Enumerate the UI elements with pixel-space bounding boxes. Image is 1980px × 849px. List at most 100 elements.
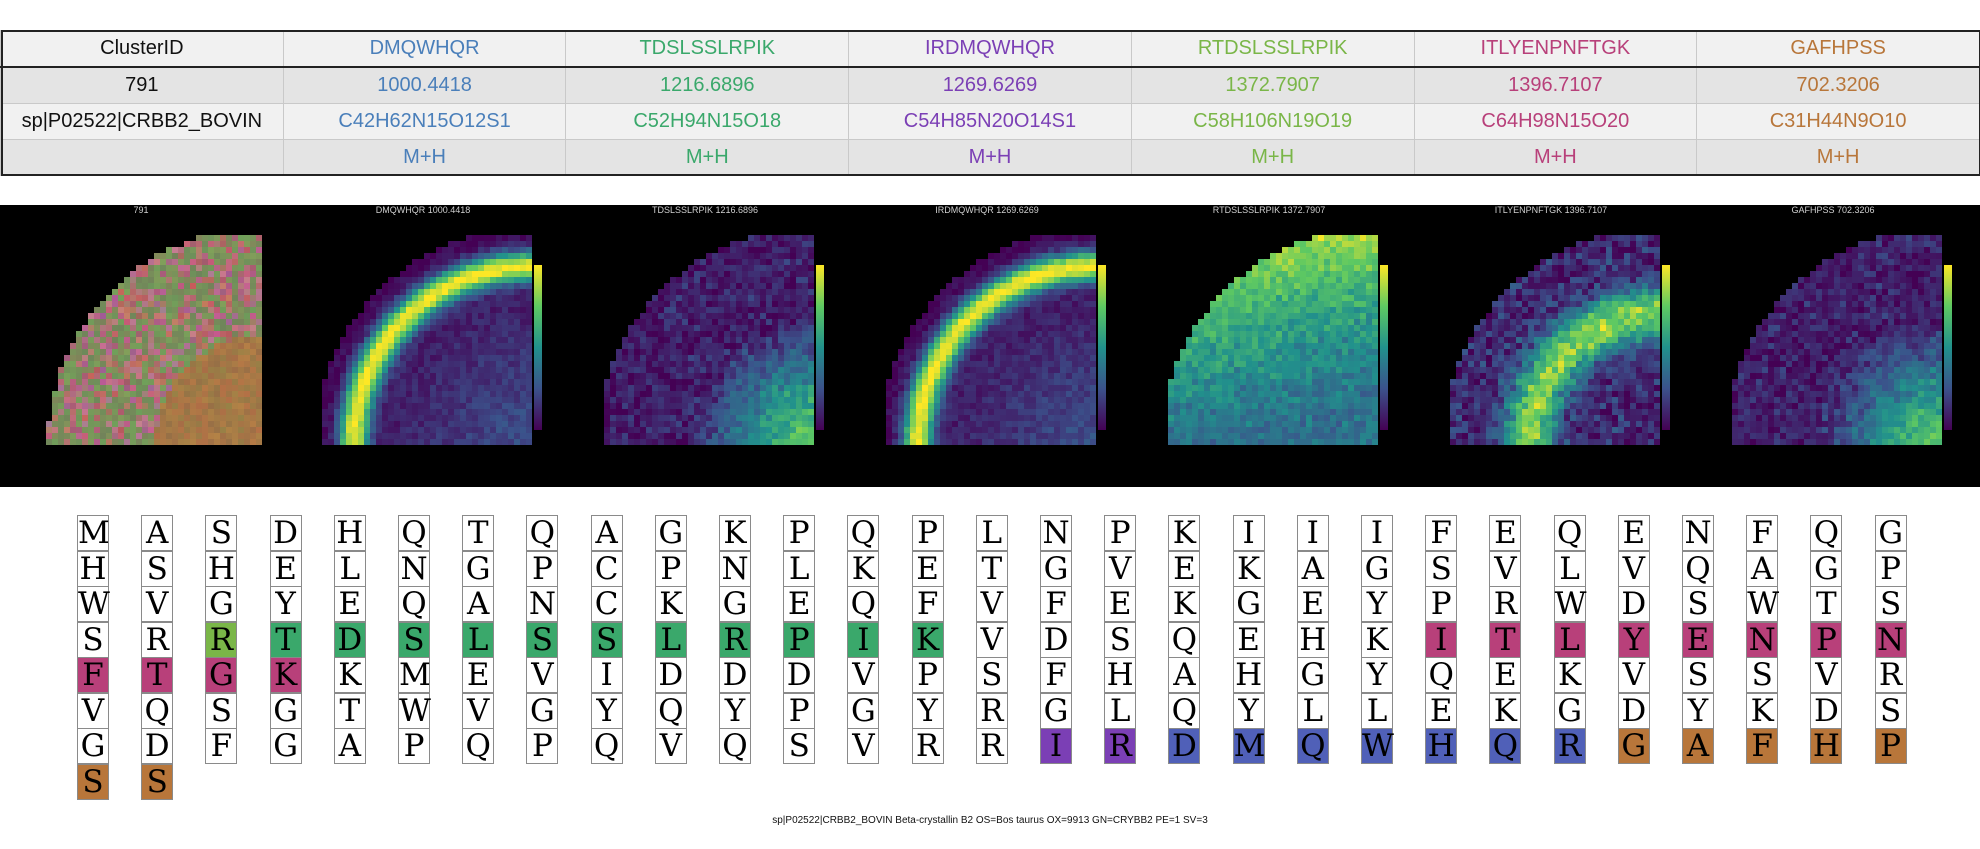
peptide-cell: M+H: [1413, 139, 1698, 176]
residue-box: Q: [1682, 550, 1714, 587]
ion-image: [886, 235, 1106, 445]
peptide-cell: C54H85N20O14S1: [848, 103, 1132, 140]
panel-title: IRDMQWHQR 1269.6269: [935, 205, 1039, 215]
residue-box: W: [1361, 728, 1394, 764]
residue-box: I: [590, 657, 623, 693]
residue-box: Q: [1553, 515, 1586, 551]
residue-box: V: [654, 728, 687, 764]
residue-box: C: [590, 550, 623, 587]
residue-box: F: [1746, 728, 1779, 764]
peptide-cell: 1372.7907: [1130, 66, 1415, 104]
residue-box: Q: [847, 515, 880, 551]
residue-box: Q: [654, 692, 687, 729]
residue-box: V: [141, 586, 174, 622]
residue-box: K: [269, 657, 302, 693]
residue-box: M: [1232, 728, 1266, 764]
residue-box: N: [1874, 621, 1907, 658]
residue-box: T: [269, 621, 302, 658]
residue-box: I: [1296, 515, 1329, 551]
residue-box: H: [1810, 728, 1843, 764]
residue-box: E: [1296, 586, 1329, 622]
adduct-row: M+H M+H M+H M+H M+H M+H: [0, 139, 1980, 176]
residue-box: I: [1232, 515, 1265, 551]
panel-title: 791: [133, 205, 149, 215]
residue-box: W: [77, 586, 110, 622]
residue-box: P: [783, 515, 816, 551]
residue-box: S: [1425, 550, 1458, 587]
residue-box: L: [1553, 550, 1586, 587]
panel-title: DMQWHQR 1000.4418: [375, 205, 471, 215]
residue-box: D: [719, 657, 751, 693]
residue-box: R: [205, 621, 238, 658]
residue-box: I: [847, 621, 880, 658]
residue-box: S: [141, 550, 174, 587]
residue-box: N: [1040, 515, 1072, 551]
residue-box: P: [526, 550, 559, 587]
residue-box: N: [1682, 515, 1714, 551]
residue-box: A: [1168, 657, 1201, 693]
residue-box: C: [590, 586, 623, 622]
residue-box: M: [398, 657, 431, 693]
residue-box: Q: [1810, 515, 1843, 551]
residue-box: N: [1746, 621, 1779, 658]
residue-box: E: [333, 586, 366, 622]
residue-box: E: [911, 550, 944, 587]
ion-image-panel: ITLYENPNFTGK 1396.7107: [1410, 205, 1692, 487]
peptide-cell: RTDSLSSLRPIK: [1130, 30, 1415, 68]
residue-box: Q: [1168, 692, 1201, 729]
row-label-cell: sp|P02522|CRBB2_BOVIN: [0, 103, 284, 140]
residue-box: V: [975, 586, 1008, 622]
residue-box: G: [1040, 550, 1072, 587]
residue-box: V: [1617, 657, 1650, 693]
residue-box: N: [398, 550, 430, 587]
peptide-cell: TDSLSSLRPIK: [565, 30, 850, 68]
ion-image-panel: TDSLSSLRPIK 1216.6896: [564, 205, 846, 487]
residue-box: G: [719, 586, 751, 622]
residue-box: G: [1296, 657, 1329, 693]
peptide-cell: 1396.7107: [1413, 66, 1698, 104]
residue-box: Q: [462, 728, 495, 764]
residue-box: G: [205, 586, 238, 622]
residue-box: H: [77, 550, 109, 587]
residue-box: Y: [1617, 621, 1650, 658]
residue-box: D: [1040, 621, 1072, 658]
residue-box: G: [847, 692, 880, 729]
residue-box: Q: [1489, 728, 1522, 764]
residue-box: T: [1810, 586, 1843, 622]
residue-box: Q: [847, 586, 880, 622]
residue-box: K: [1361, 621, 1393, 658]
residue-box: Q: [398, 515, 430, 551]
residue-box: R: [975, 692, 1008, 729]
residue-box: R: [1104, 728, 1137, 764]
residue-box: Y: [719, 692, 751, 729]
residue-box: K: [719, 515, 751, 551]
residue-box: W: [1553, 586, 1587, 622]
residue-box: K: [911, 621, 944, 658]
residue-box: G: [654, 515, 687, 551]
residue-box: P: [398, 728, 430, 764]
residue-box: N: [526, 586, 559, 622]
residue-box: K: [333, 657, 366, 693]
residue-box: K: [1746, 692, 1779, 729]
residue-box: E: [1104, 586, 1137, 622]
ion-image: [1450, 235, 1670, 445]
residue-box: N: [719, 550, 751, 587]
residue-box: F: [1040, 586, 1072, 622]
residue-box: S: [783, 728, 816, 764]
residue-box: S: [590, 621, 623, 658]
residue-box: L: [1104, 692, 1137, 729]
residue-box: R: [1553, 728, 1586, 764]
residue-box: V: [77, 692, 109, 729]
residue-box: E: [1425, 692, 1458, 729]
residue-box: F: [77, 657, 109, 693]
peptide-cell: 702.3206: [1696, 66, 1980, 104]
residue-box: S: [975, 657, 1008, 693]
colorbar: [1098, 265, 1106, 430]
protein-description: sp|P02522|CRBB2_BOVIN Beta-crystallin B2…: [772, 815, 1208, 826]
panel-title: RTDSLSSLRPIK 1372.7907: [1212, 205, 1326, 215]
ion-image-panel: GAFHPSS 702.3206: [1692, 205, 1974, 487]
residue-box: R: [911, 728, 944, 764]
residue-box: P: [1425, 586, 1458, 622]
residue-box: Q: [141, 692, 174, 729]
residue-box: A: [333, 728, 366, 764]
